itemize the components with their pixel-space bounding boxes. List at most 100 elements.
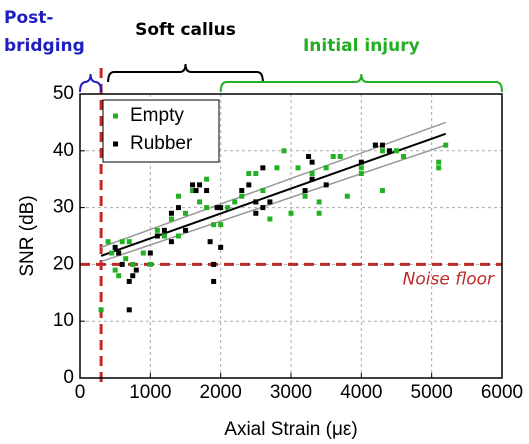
point xyxy=(175,193,181,199)
point xyxy=(225,205,231,211)
point xyxy=(112,244,118,250)
point xyxy=(119,239,125,245)
point xyxy=(358,171,364,177)
y-tick-label: 0 xyxy=(63,367,74,388)
point xyxy=(443,142,449,148)
point xyxy=(260,188,266,194)
point xyxy=(218,205,224,211)
point xyxy=(175,233,181,239)
x-tick-label: 2000 xyxy=(200,382,242,403)
point xyxy=(358,165,364,171)
point xyxy=(109,250,115,256)
point xyxy=(193,188,199,194)
point xyxy=(130,273,136,279)
point xyxy=(207,239,213,245)
point xyxy=(133,267,139,273)
plot-frame xyxy=(79,93,503,379)
x-tick-label: 1000 xyxy=(129,382,171,403)
point xyxy=(126,307,132,313)
point xyxy=(267,199,273,205)
x-axis-label: Axial Strain (με) xyxy=(224,419,357,440)
point xyxy=(211,222,217,228)
legend-swatch xyxy=(113,113,118,119)
bracket xyxy=(219,73,503,93)
point xyxy=(372,142,378,148)
point xyxy=(204,176,210,182)
point xyxy=(309,176,315,182)
y-tick-label: 10 xyxy=(53,310,74,331)
annotation-label: Initial injury xyxy=(303,36,420,56)
point xyxy=(147,261,153,267)
point xyxy=(394,148,399,154)
y-tick-label: 30 xyxy=(53,197,74,218)
point xyxy=(116,273,122,279)
point xyxy=(126,278,132,284)
point xyxy=(302,193,308,199)
point xyxy=(218,222,224,228)
legend-swatch xyxy=(113,141,118,147)
point xyxy=(330,153,336,159)
point xyxy=(126,239,132,245)
point xyxy=(105,239,111,245)
x-tick-label: 5000 xyxy=(411,382,453,403)
point xyxy=(98,307,104,313)
noise-floor-label: Noise floor xyxy=(403,269,495,289)
point xyxy=(239,193,245,199)
point xyxy=(123,256,129,262)
point xyxy=(130,261,136,267)
point xyxy=(197,199,203,205)
point xyxy=(190,188,196,194)
point xyxy=(214,205,220,211)
point xyxy=(337,153,343,159)
point xyxy=(344,193,350,199)
point xyxy=(260,165,266,171)
point xyxy=(239,188,245,194)
point xyxy=(401,153,407,159)
point xyxy=(168,216,174,222)
point xyxy=(246,171,252,177)
y-axis-label: SNR (dB) xyxy=(17,195,38,276)
point xyxy=(154,233,160,239)
point xyxy=(147,250,153,256)
point xyxy=(323,182,329,188)
point xyxy=(316,210,322,216)
point xyxy=(204,205,210,211)
point xyxy=(112,267,118,273)
point xyxy=(288,210,294,216)
point xyxy=(204,188,210,194)
point xyxy=(379,148,385,154)
point xyxy=(232,199,238,205)
point xyxy=(211,278,217,284)
point xyxy=(386,148,392,154)
point xyxy=(302,188,308,194)
point xyxy=(116,250,122,256)
point xyxy=(161,227,167,233)
point xyxy=(119,261,125,267)
point xyxy=(379,188,385,194)
point xyxy=(190,182,196,188)
point xyxy=(183,227,188,233)
point xyxy=(161,233,167,239)
legend-label: Rubber xyxy=(130,133,193,154)
point xyxy=(218,244,224,250)
point xyxy=(154,227,160,233)
point xyxy=(246,182,252,188)
point xyxy=(260,205,266,211)
point xyxy=(197,182,203,188)
point xyxy=(295,165,301,171)
point xyxy=(316,199,322,205)
point xyxy=(168,210,174,216)
point xyxy=(253,210,259,216)
point xyxy=(175,205,181,211)
point xyxy=(379,142,385,148)
y-tick-label: 20 xyxy=(53,253,74,274)
y-tick-label: 50 xyxy=(53,83,74,104)
point xyxy=(168,239,174,245)
annotation-label: Post- xyxy=(4,8,53,28)
x-tick-label: 6000 xyxy=(481,382,523,403)
point xyxy=(436,159,442,165)
point xyxy=(436,165,442,171)
point xyxy=(306,153,312,159)
fit-line xyxy=(100,121,446,249)
